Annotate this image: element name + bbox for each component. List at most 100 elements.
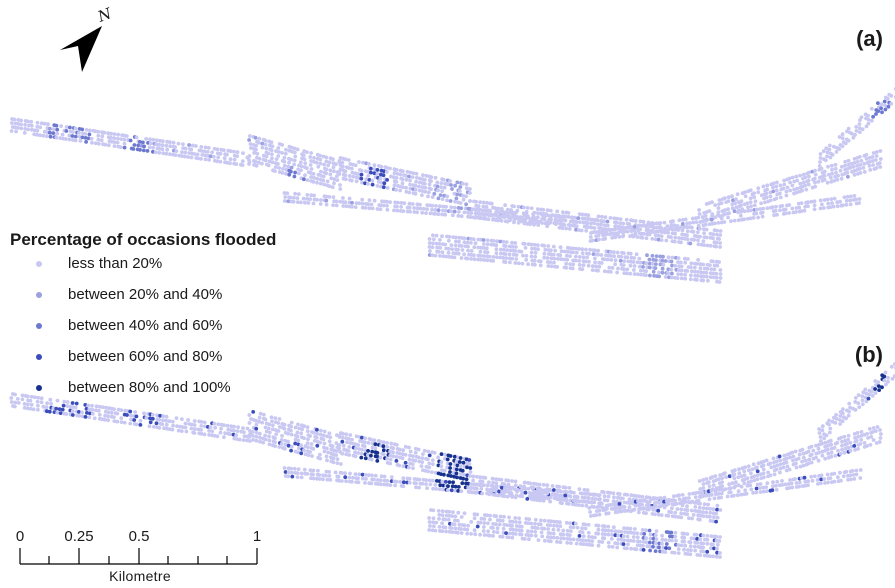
flood-point (381, 440, 386, 445)
flood-point (125, 413, 129, 417)
flood-point (718, 535, 722, 539)
flood-point (708, 231, 713, 236)
flood-point (661, 503, 666, 508)
flood-point (389, 475, 394, 479)
flood-point (45, 409, 49, 414)
flood-point (783, 211, 788, 216)
flood-point (693, 495, 698, 499)
flood-point (106, 131, 110, 136)
flood-point (711, 542, 715, 547)
flood-point (621, 263, 626, 267)
flood-point (115, 411, 120, 416)
flood-point (465, 465, 469, 470)
flood-point (612, 254, 616, 259)
flood-point (323, 473, 328, 478)
flood-point (698, 262, 703, 267)
flood-point (312, 156, 316, 160)
flood-point (401, 464, 406, 469)
flood-point (644, 511, 648, 516)
flood-point (708, 510, 713, 515)
flood-point (859, 430, 864, 434)
flood-point (250, 430, 255, 434)
flood-point (706, 278, 710, 283)
flood-point (639, 506, 644, 511)
flood-point (366, 182, 370, 186)
flood-point (55, 410, 60, 415)
flood-point (327, 439, 332, 444)
flood-point (727, 482, 731, 487)
flood-point (499, 206, 504, 211)
flood-point (843, 438, 847, 443)
flood-point (590, 264, 595, 268)
flood-point (764, 458, 769, 463)
flood-point (529, 533, 534, 538)
flood-point (96, 408, 101, 413)
flood-point (713, 203, 718, 208)
flood-point (618, 221, 623, 226)
flood-point (397, 447, 402, 452)
flood-point (704, 493, 708, 498)
flood-point (108, 135, 113, 140)
flood-point (378, 176, 383, 181)
flood-point (616, 227, 621, 231)
flood-point (499, 214, 504, 219)
flood-point (593, 260, 597, 265)
flood-point (319, 198, 323, 202)
flood-point (698, 537, 703, 542)
panel-a-floodplain (9, 87, 895, 284)
flood-point (645, 227, 649, 231)
flood-point (223, 431, 228, 436)
flood-point (122, 145, 127, 150)
flood-point (878, 149, 883, 153)
flood-point (612, 502, 617, 507)
flood-point (60, 407, 65, 412)
flood-point (93, 141, 98, 146)
flood-point (453, 243, 458, 248)
flood-point (712, 267, 717, 272)
flood-point (857, 122, 862, 126)
flood-point (513, 532, 518, 536)
flood-point (557, 225, 562, 230)
flood-point (86, 136, 91, 141)
flood-point (186, 418, 191, 422)
flood-point (683, 217, 688, 222)
flood-point (675, 507, 680, 511)
flood-point (539, 518, 543, 523)
flood-point (472, 516, 477, 521)
flood-point (321, 174, 326, 179)
flood-point (138, 423, 143, 427)
flood-point (519, 524, 524, 529)
flood-point (685, 233, 689, 238)
flood-point (701, 549, 706, 554)
flood-point (857, 197, 862, 201)
flood-point (410, 462, 415, 466)
flood-point (863, 387, 868, 392)
flood-point (842, 450, 847, 455)
flood-point (637, 494, 642, 499)
flood-point (492, 530, 496, 534)
flood-point (642, 506, 646, 511)
flood-point (257, 431, 262, 436)
flood-point (707, 480, 711, 484)
flood-point (440, 189, 444, 194)
flood-point (29, 119, 34, 124)
flood-point (869, 435, 874, 439)
flood-point (302, 177, 306, 182)
flood-point (300, 427, 304, 432)
flood-point (495, 526, 500, 531)
flood-point (673, 510, 678, 515)
flood-point (514, 528, 519, 532)
flood-point (54, 123, 59, 128)
flood-point (630, 233, 635, 238)
flood-point (822, 198, 827, 202)
flood-point (669, 510, 673, 515)
flood-point (325, 477, 330, 482)
flood-point (432, 450, 437, 455)
flood-point (711, 271, 716, 276)
flood-point (484, 246, 489, 251)
flood-point (535, 211, 540, 216)
flood-point (435, 479, 439, 483)
flood-point (563, 218, 568, 223)
flood-point (841, 203, 845, 208)
flood-point (764, 191, 769, 196)
